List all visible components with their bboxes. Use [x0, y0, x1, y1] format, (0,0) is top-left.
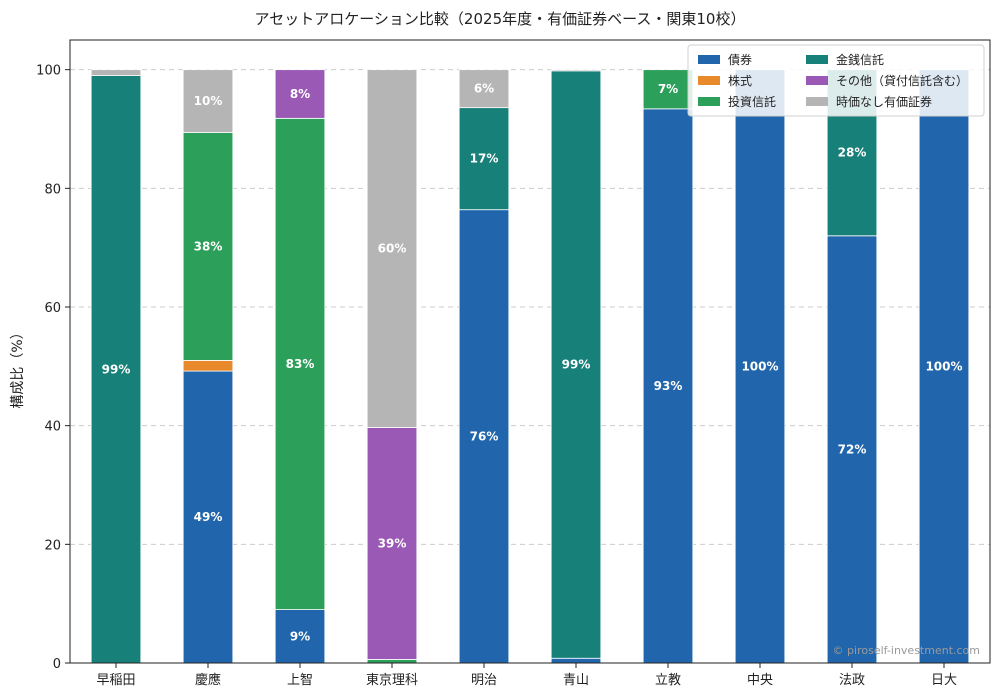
x-tick-label: 上智 — [287, 673, 313, 688]
x-tick-label: 日大 — [931, 673, 957, 688]
plot-frame — [69, 39, 991, 664]
segment-label: 76% — [470, 429, 499, 443]
watermark: © piroself-investment.com — [833, 644, 980, 657]
legend-swatch — [698, 97, 720, 106]
segment-label: 38% — [194, 239, 223, 253]
legend-entry: 金銭信託 — [836, 52, 884, 67]
bar-segment — [274, 69, 326, 119]
bar-segment — [458, 209, 510, 664]
legend-entry: 投資信託 — [728, 94, 776, 109]
x-tick-label: 東京理科 — [366, 672, 418, 688]
bar-segment — [458, 107, 510, 211]
legend-swatch — [698, 55, 720, 64]
legend-swatch — [698, 76, 720, 85]
bars: 99% 49% 38% 10% 9% 83% 8% 39% 60% 76% 17% 6% 99% 93% 7… — [90, 69, 970, 664]
legend-swatch — [806, 55, 828, 64]
segment-label: 6% — [474, 82, 494, 96]
x-tick-label: 青山 — [563, 673, 589, 688]
bar-segment — [182, 69, 234, 133]
segment-label: 100% — [741, 359, 778, 373]
x-tick-label: 慶應 — [195, 672, 221, 688]
x-tick-label: 法政 — [839, 673, 865, 688]
legend-swatch — [806, 97, 828, 106]
y-tick-label: 60 — [44, 301, 61, 316]
segment-label: 49% — [194, 510, 223, 524]
bar-segment — [366, 69, 418, 428]
bar-segment — [366, 659, 418, 664]
segment-label: 99% — [102, 362, 131, 376]
y-tick-label: 100 — [36, 64, 61, 79]
legend-entry: その他（貸付信託含む） — [836, 73, 968, 88]
bar-segment — [642, 108, 694, 664]
y-tick-label: 20 — [44, 538, 61, 553]
x-tick-label: 中央 — [747, 673, 773, 688]
segment-label: 100% — [925, 359, 962, 373]
bar-segment — [458, 69, 510, 109]
bar-segment — [734, 69, 786, 664]
segment-label: 8% — [290, 87, 310, 101]
y-axis-ticks: 0 20 40 60 80 100 — [36, 64, 70, 672]
segment-label: 10% — [194, 94, 223, 108]
segment-label: 17% — [470, 152, 499, 166]
legend-entry: 債券 — [728, 52, 752, 67]
y-tick-label: 40 — [44, 420, 61, 435]
bar-segment — [366, 427, 418, 660]
segment-label: 28% — [838, 146, 867, 160]
bar-segment — [918, 69, 970, 664]
segment-label: 7% — [658, 82, 678, 96]
bar-segment — [826, 235, 878, 664]
chart-title: アセットアロケーション比較（2025年度・有価証券ベース・関東10校） — [255, 10, 746, 28]
x-tick-label: 早稲田 — [96, 673, 135, 688]
segment-label: 60% — [378, 242, 407, 256]
x-tick-label: 明治 — [471, 673, 497, 688]
bar-segment — [550, 657, 602, 664]
x-tick-label: 立教 — [655, 672, 681, 688]
bar-segment — [550, 70, 602, 659]
bar-segment — [182, 359, 234, 372]
bar-segment — [550, 69, 602, 72]
legend-swatch — [806, 76, 828, 85]
legend-entry: 株式 — [728, 73, 752, 88]
y-axis-label: 構成比（%） — [10, 325, 26, 408]
y-tick-label: 0 — [53, 657, 61, 672]
segment-label: 9% — [290, 629, 310, 643]
segment-label: 93% — [654, 379, 683, 393]
segment-label: 99% — [562, 358, 591, 372]
bar-segment — [90, 75, 142, 664]
segment-label: 39% — [378, 536, 407, 550]
bar-segment — [642, 69, 694, 110]
y-tick-label: 80 — [44, 182, 61, 197]
segment-label: 83% — [286, 357, 315, 371]
legend-entry: 時価なし有価証券 — [836, 94, 932, 109]
bar-segment — [90, 69, 142, 76]
x-axis-ticks: 早稲田 慶應 上智 東京理科 明治 青山 立教 中央 法政 日大 — [96, 663, 957, 688]
segment-label: 72% — [838, 442, 867, 456]
legend-box — [687, 44, 985, 117]
